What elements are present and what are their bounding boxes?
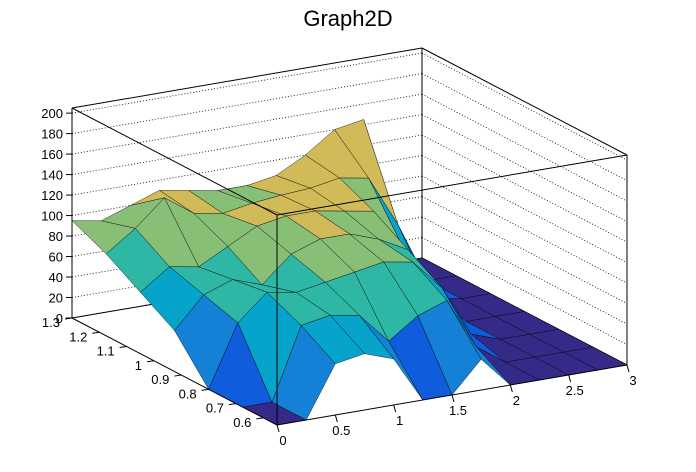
x-tick-label: 2.5 [566,383,584,398]
z-tick-label: 140 [41,168,63,183]
x-tick-label: 0.5 [332,423,350,438]
z-tick-label: 100 [41,209,63,224]
y-tick [256,417,264,420]
grid-line [71,93,423,155]
x-tick [451,394,455,403]
x-tick-label: 2 [513,393,520,408]
z-tick-label: 20 [49,291,63,306]
grid-line [421,196,628,304]
y-tick-label: 1.3 [42,315,60,330]
box-edge [71,107,278,216]
x-tick-label: 1.5 [449,403,467,418]
z-tick-label: 180 [41,127,63,142]
grid-line [421,52,628,161]
y-tick [92,331,100,334]
x-tick [568,374,572,383]
x-tick [626,364,630,373]
z-tick-label: 60 [49,250,63,265]
y-tick-label: 0.9 [151,372,169,387]
grid-line [421,134,628,243]
x-tick [276,424,280,433]
y-tick-label: 0.6 [233,415,251,430]
z-tick-label: 160 [41,147,63,162]
z-tick-label: 80 [49,229,63,244]
x-tick [334,414,338,423]
grid-line [71,73,423,135]
grid-line [421,216,628,325]
z-tick-label: 0 [56,311,63,326]
z-tick-label: 120 [41,188,63,203]
y-tick [174,374,182,377]
z-tick-label: 40 [49,270,63,285]
y-tick [201,388,209,391]
x-tick-label: 3 [629,373,636,388]
y-tick-label: 1 [135,358,142,373]
y-tick-label: 1.2 [69,329,87,344]
x-tick [509,384,513,393]
y-tick [64,317,73,320]
grid-line [71,114,423,175]
grid-line [71,52,423,114]
x-tick-label: 0 [279,433,286,448]
grid-line [71,134,423,196]
grid-line [421,155,628,263]
grid-line [421,114,628,222]
box-edge [276,154,628,216]
grid-line [421,73,628,181]
y-tick-label: 0.7 [206,401,224,416]
grid-line [421,93,628,202]
box-edge [71,47,423,109]
y-axis [71,317,278,426]
box-edge [421,47,628,156]
y-tick [228,403,237,406]
x-tick-label: 1 [396,413,403,428]
x-tick [393,404,397,413]
grid-line [421,237,628,345]
grid-line [421,175,628,284]
y-tick [119,346,127,349]
y-tick-label: 0.8 [179,386,197,401]
y-tick-label: 1.1 [97,344,115,359]
y-tick [146,360,155,363]
z-tick-label: 200 [41,106,63,121]
chart-title: Graph2D [303,6,392,31]
